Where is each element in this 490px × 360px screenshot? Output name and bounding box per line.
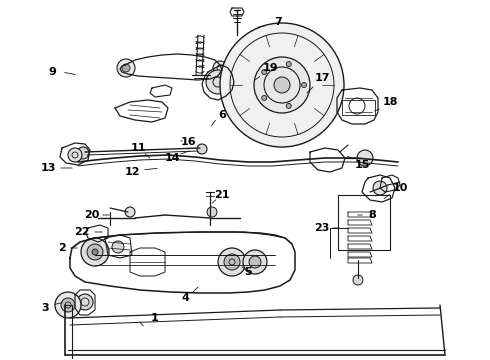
Circle shape — [207, 207, 217, 217]
Text: 15: 15 — [354, 160, 369, 170]
Circle shape — [301, 82, 307, 87]
Text: 16: 16 — [180, 137, 196, 147]
Circle shape — [81, 238, 109, 266]
Text: 19: 19 — [262, 63, 278, 73]
Text: 9: 9 — [48, 67, 56, 77]
Text: 7: 7 — [274, 17, 282, 27]
Circle shape — [206, 70, 230, 94]
Circle shape — [220, 23, 344, 147]
Text: 17: 17 — [314, 73, 330, 83]
Circle shape — [122, 64, 130, 72]
Circle shape — [112, 241, 124, 253]
Circle shape — [77, 147, 89, 159]
Text: 20: 20 — [84, 210, 99, 220]
Text: 1: 1 — [151, 313, 159, 323]
Text: 21: 21 — [214, 190, 230, 200]
Text: 23: 23 — [314, 223, 330, 233]
Text: 11: 11 — [130, 143, 146, 153]
Circle shape — [92, 249, 98, 255]
Circle shape — [197, 144, 207, 154]
Text: 5: 5 — [244, 267, 252, 277]
Text: 8: 8 — [368, 210, 376, 220]
Text: 18: 18 — [382, 97, 398, 107]
Text: 13: 13 — [40, 163, 56, 173]
Circle shape — [262, 95, 267, 100]
Text: 10: 10 — [392, 183, 408, 193]
Bar — [338, 195, 390, 250]
Circle shape — [68, 148, 82, 162]
Text: 22: 22 — [74, 227, 90, 237]
Text: 12: 12 — [124, 167, 140, 177]
Circle shape — [77, 294, 93, 310]
Circle shape — [218, 248, 246, 276]
Circle shape — [274, 77, 290, 93]
Circle shape — [61, 298, 75, 312]
Circle shape — [353, 275, 363, 285]
Text: 3: 3 — [41, 303, 49, 313]
Circle shape — [286, 103, 291, 108]
Circle shape — [125, 207, 135, 217]
Circle shape — [249, 256, 261, 268]
Text: 14: 14 — [164, 153, 180, 163]
Circle shape — [213, 61, 227, 75]
Circle shape — [224, 254, 240, 270]
Text: 4: 4 — [181, 293, 189, 303]
Circle shape — [373, 181, 387, 195]
Circle shape — [55, 292, 81, 318]
Circle shape — [87, 244, 103, 260]
Circle shape — [243, 250, 267, 274]
Circle shape — [286, 62, 291, 67]
Circle shape — [357, 150, 373, 166]
Circle shape — [262, 69, 267, 75]
Circle shape — [254, 57, 310, 113]
Text: 6: 6 — [218, 110, 226, 120]
Circle shape — [117, 59, 135, 77]
Text: 2: 2 — [58, 243, 66, 253]
